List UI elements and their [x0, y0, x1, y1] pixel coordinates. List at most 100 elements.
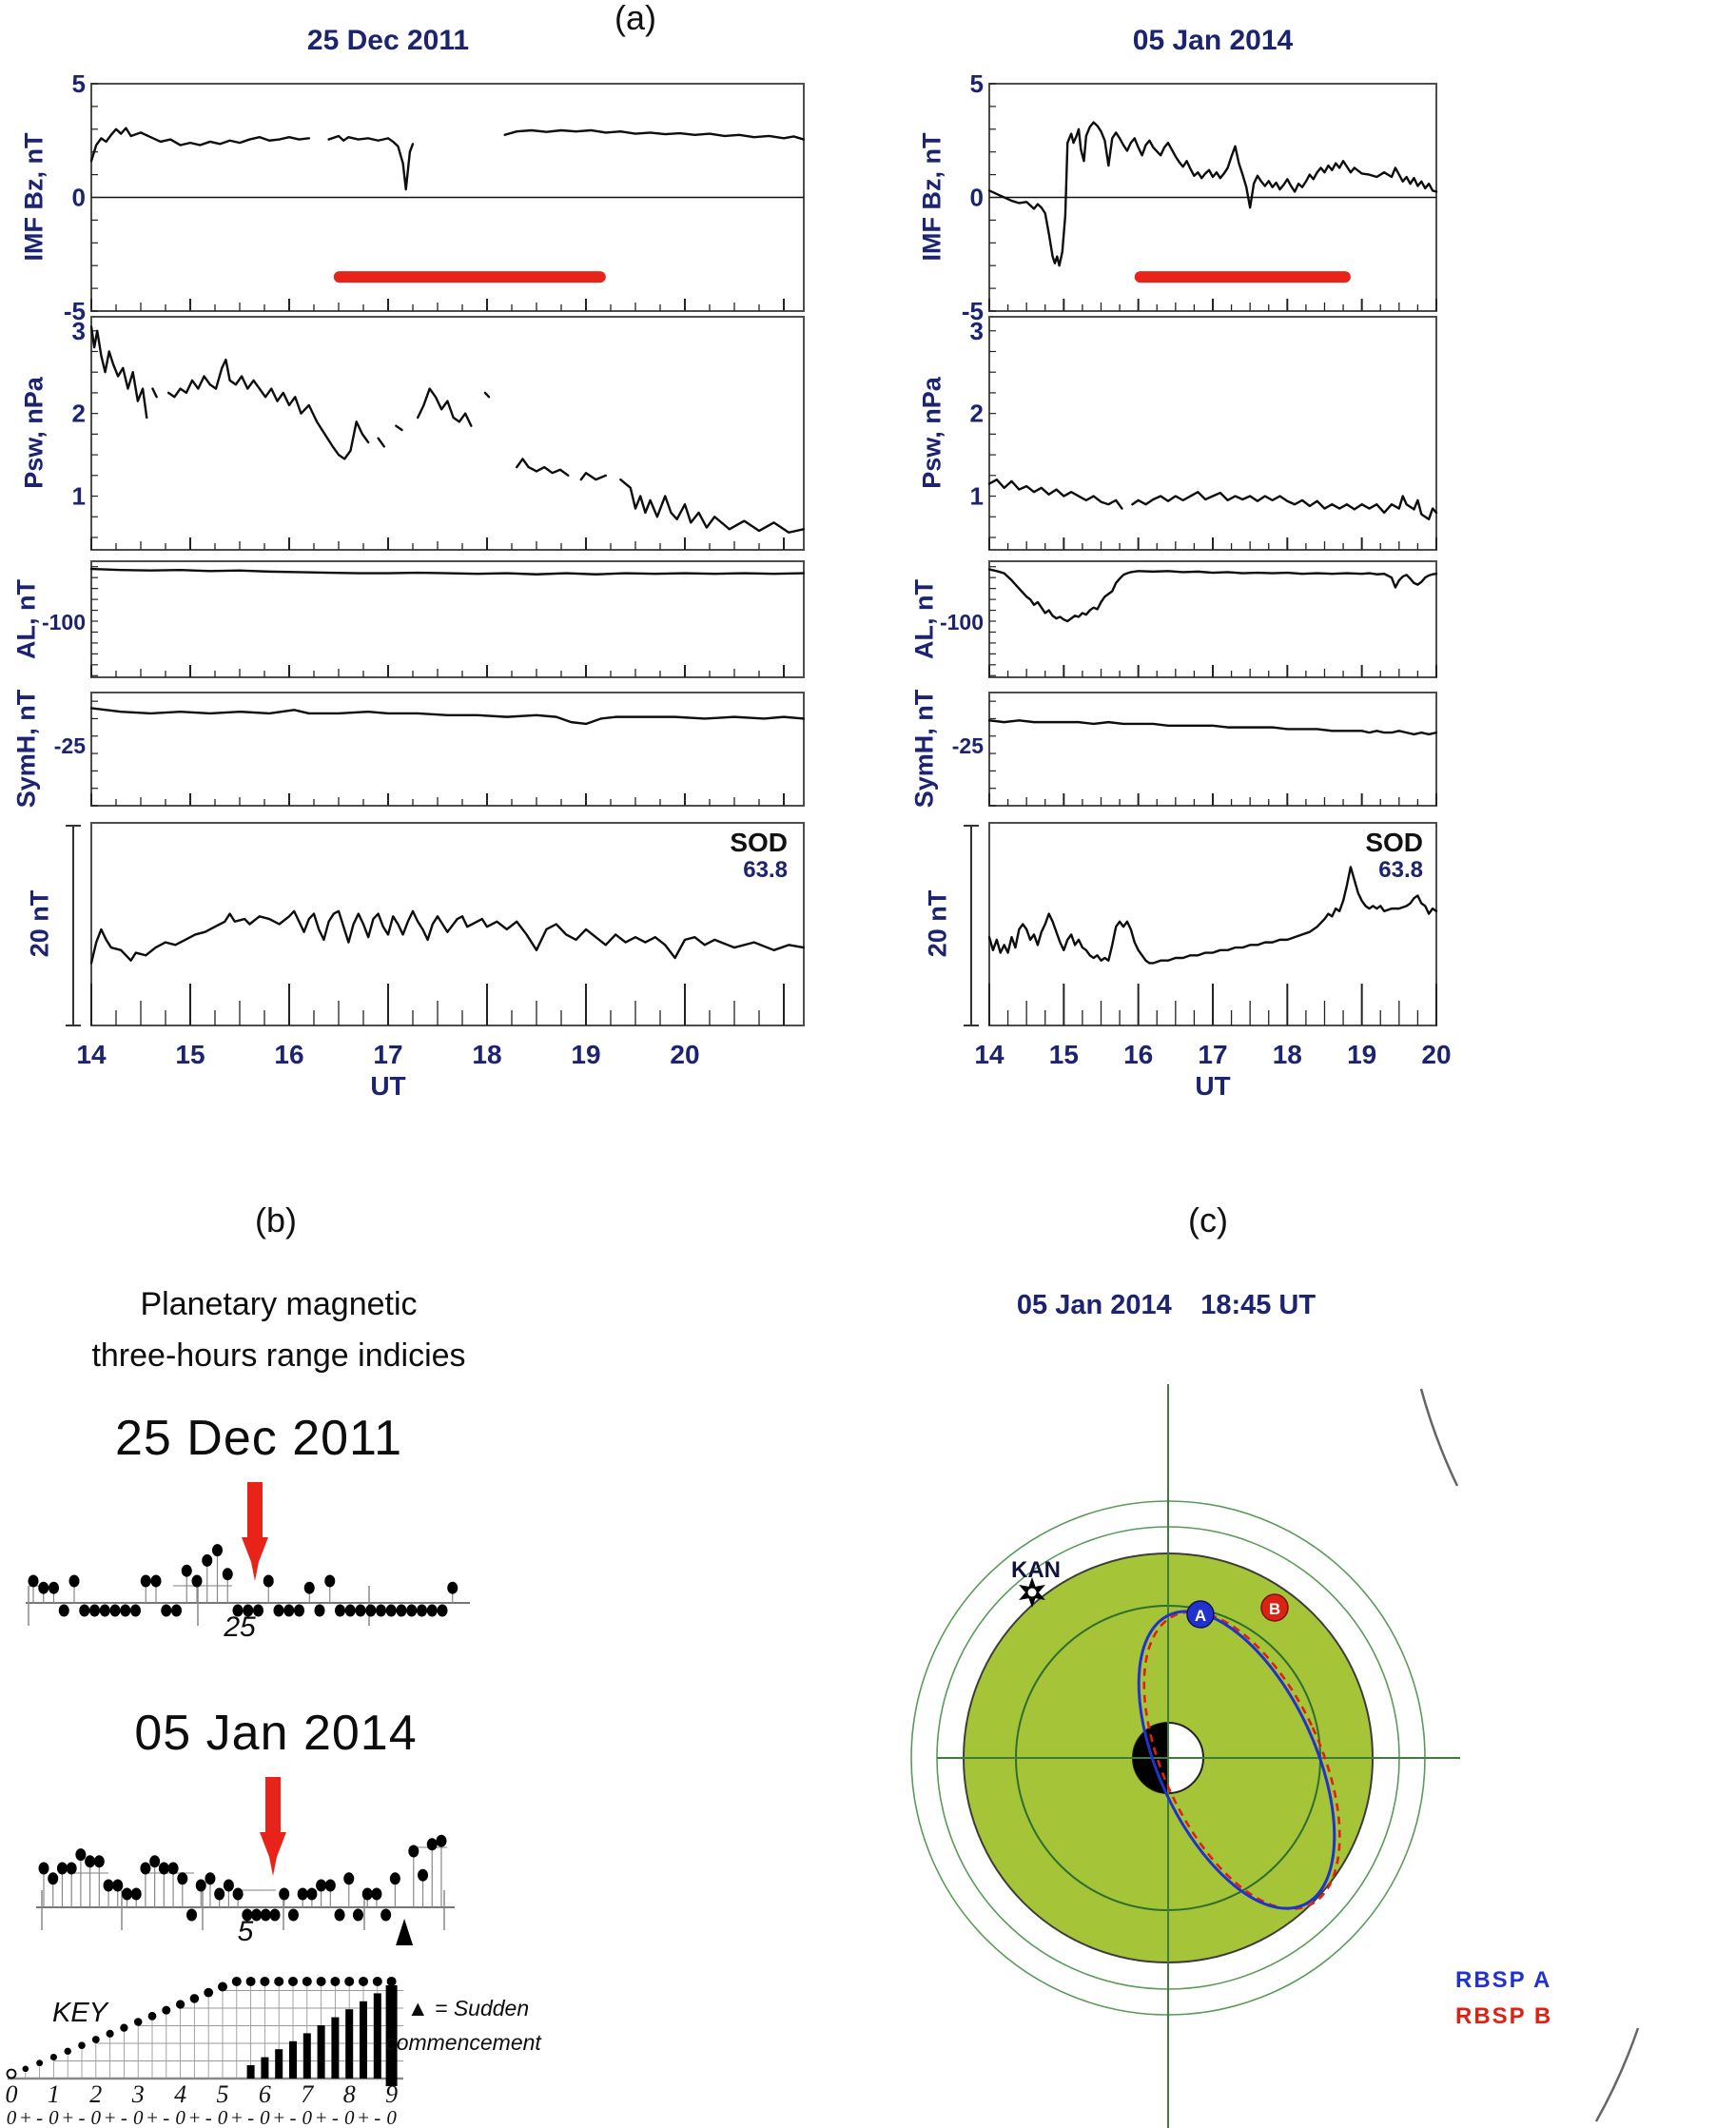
- psw-trace: [417, 387, 473, 427]
- kp-note-dot: [283, 1604, 295, 1617]
- kp-note-dot: [324, 1879, 336, 1892]
- key-xlabel: 4: [174, 2080, 186, 2108]
- kp-note-dot: [352, 1908, 363, 1922]
- down-arrow-icon: [260, 1777, 286, 1876]
- kp-note-dot: [303, 1581, 315, 1594]
- kp-note-dot: [269, 1908, 281, 1922]
- key-xlabel: 2: [89, 2080, 102, 2108]
- kp-note-dot: [343, 1872, 355, 1885]
- xtick-label: 14: [974, 1040, 1005, 1069]
- xtick-label: 16: [1123, 1040, 1153, 1069]
- ylabel-sod-left: 20 nT: [25, 889, 54, 958]
- kp-note-dot: [242, 1908, 253, 1922]
- key-dot: [133, 2018, 143, 2026]
- legend-rbsp-b: RBSP B: [1455, 2003, 1553, 2029]
- key-sign-label: -: [205, 2106, 212, 2128]
- kp-note-dot: [437, 1604, 448, 1617]
- key-sign-label: 0: [218, 2106, 228, 2128]
- key-dot: [245, 1976, 256, 1986]
- key-bar: [302, 2033, 311, 2079]
- key-xlabel: 8: [343, 2080, 356, 2108]
- key-dot: [359, 1976, 368, 1986]
- key-sign-label: +: [19, 2106, 32, 2128]
- kp-note-dot: [279, 1887, 290, 1901]
- kp-note-dot: [85, 1855, 96, 1868]
- key-sign-label: 0: [7, 2106, 17, 2128]
- kp-note-dot: [251, 1908, 263, 1922]
- kp-note-dot: [38, 1862, 49, 1875]
- kp-note-dot: [195, 1879, 206, 1892]
- ylabel-psw-right: Psw, nPa: [917, 377, 946, 489]
- kp-day-label-25: 25: [224, 1611, 256, 1643]
- xaxis-title-left: UT: [370, 1071, 406, 1101]
- kp-day-label-5: 5: [237, 1916, 254, 1947]
- key-sign-label: 0: [175, 2106, 185, 2128]
- kp-note-dot: [171, 1604, 182, 1617]
- stray-arc: [1419, 1388, 1459, 1487]
- station-code-right: SOD: [1365, 828, 1423, 857]
- station-lat-right: 63.8: [1378, 857, 1423, 883]
- key-dot: [189, 1994, 200, 2003]
- key-dot: [78, 2041, 86, 2049]
- kp-note-dot: [140, 1574, 151, 1588]
- column-title-dec2011: 25 Dec 2011: [306, 25, 470, 56]
- sod-trace: [987, 866, 1438, 965]
- kp-note-dot: [121, 1887, 132, 1901]
- key-sign-label: -: [79, 2106, 86, 2128]
- key-xlabel: 0: [6, 2080, 18, 2108]
- psw-trace: [987, 478, 1123, 510]
- kp-note-dot: [202, 1553, 213, 1567]
- station-code-left: SOD: [730, 828, 788, 857]
- kp-note-dot: [28, 1574, 39, 1588]
- key-xlabel: 5: [217, 2080, 229, 2108]
- kp-note-dot: [447, 1581, 458, 1594]
- psw-trace: [483, 391, 491, 399]
- xtick-label: 16: [274, 1040, 303, 1069]
- al-panel-box: [90, 560, 805, 678]
- kp-note-dot: [376, 1604, 386, 1617]
- key-dot: [218, 1982, 227, 1992]
- ytick-label-psw: 1: [970, 482, 984, 511]
- kp-note-dot: [93, 1855, 105, 1868]
- storm-interval-bar: [1134, 271, 1351, 283]
- key-dot: [288, 1976, 298, 1986]
- kp-note-dot: [334, 1908, 345, 1922]
- section-label-c: (c): [1188, 1201, 1228, 1240]
- kp-note-dot: [177, 1872, 188, 1885]
- ytick-label-psw: 3: [970, 317, 984, 345]
- ytick-label-bz: 5: [970, 69, 984, 98]
- kp-note-dot: [306, 1887, 318, 1901]
- kp-note-dot: [212, 1544, 223, 1557]
- kp-note-dot: [66, 1862, 77, 1875]
- key-bar: [317, 2025, 325, 2079]
- bz-trace: [89, 127, 310, 163]
- key-dot: [22, 2065, 29, 2073]
- key-dot: [302, 1976, 312, 1986]
- orbit-date: 05 Jan 2014: [1016, 1290, 1172, 1320]
- key-bar: [289, 2040, 297, 2079]
- ytick-label-bz: -5: [64, 297, 86, 325]
- psw-trace: [166, 358, 370, 460]
- key-sign-label: 0: [344, 2106, 355, 2128]
- xtick-label: 17: [373, 1040, 402, 1069]
- legend-rbsp-a: RBSP A: [1455, 1967, 1552, 1993]
- kp-note-dot: [181, 1564, 192, 1577]
- kan-station-label: KAN: [1011, 1557, 1061, 1583]
- xtick-label: 17: [1198, 1040, 1227, 1069]
- psw-trace: [1131, 490, 1438, 521]
- kp-note-dot: [263, 1574, 274, 1588]
- kp-note-dot: [158, 1862, 169, 1875]
- kp-date-dec2011: 25 Dec 2011: [114, 1411, 403, 1466]
- psw-trace: [516, 458, 570, 478]
- key-bar: [275, 2049, 283, 2079]
- xtick-label: 18: [472, 1040, 501, 1069]
- key-dot: [231, 1976, 242, 1986]
- psw-trace: [619, 478, 805, 534]
- kp-note-dot: [149, 1855, 161, 1868]
- key-bar: [331, 2017, 340, 2079]
- kp-note-dot: [365, 1604, 377, 1617]
- key-sign-label: 0: [260, 2106, 270, 2128]
- kp-note-dot: [222, 1568, 233, 1581]
- key-sign-label: +: [104, 2106, 117, 2128]
